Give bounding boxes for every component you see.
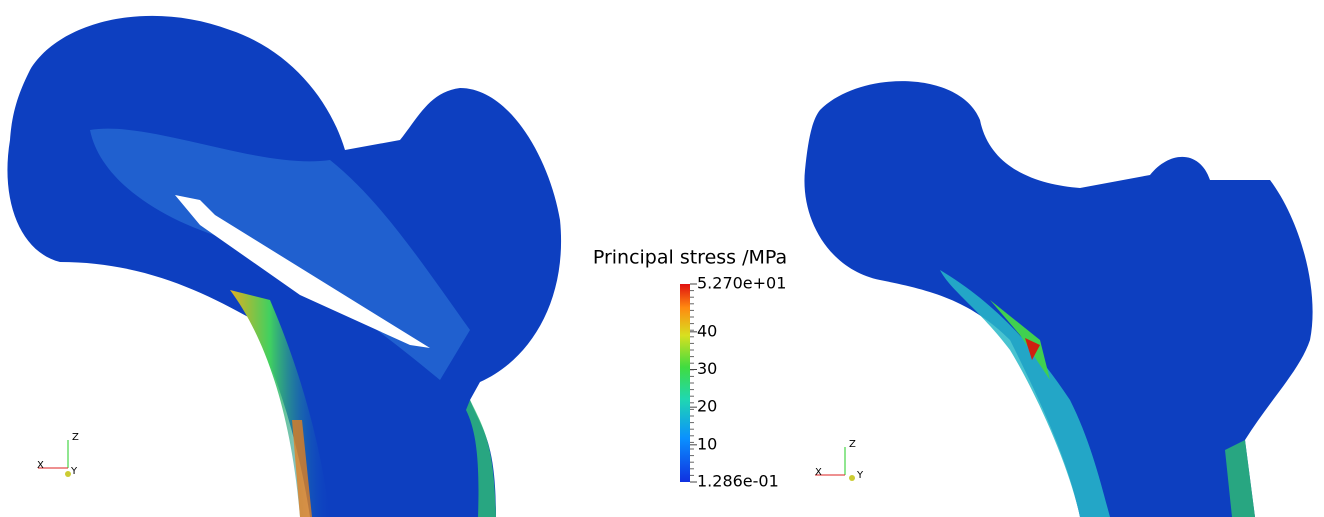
left-femur (7, 16, 561, 517)
y-label: Y (70, 466, 78, 477)
y-label: Y (856, 470, 864, 481)
x-label: X (37, 460, 44, 471)
colorbar (680, 284, 690, 482)
figure: Z X Y Z X Y Principal stress /MPa 5.270e… (0, 0, 1324, 517)
tick-label: 1.286e-01 (697, 472, 779, 491)
axes-triad: Z X Y (37, 432, 79, 477)
colorbar-title: Principal stress /MPa (593, 247, 787, 269)
tick-label: 5.270e+01 (697, 274, 786, 293)
z-label: Z (849, 439, 856, 450)
z-label: Z (72, 432, 79, 443)
x-label: X (815, 467, 822, 478)
tick-label: 20 (697, 397, 717, 416)
tick-label: 40 (697, 321, 717, 340)
y-axis (849, 475, 855, 481)
colorbar-ticks: 5.270e+01 40 30 20 10 1.286e-01 (690, 274, 786, 491)
tick-label: 10 (697, 434, 717, 453)
axes-triad: Z X Y (815, 439, 864, 481)
right-femur (804, 81, 1312, 517)
tick-label: 30 (697, 359, 717, 378)
